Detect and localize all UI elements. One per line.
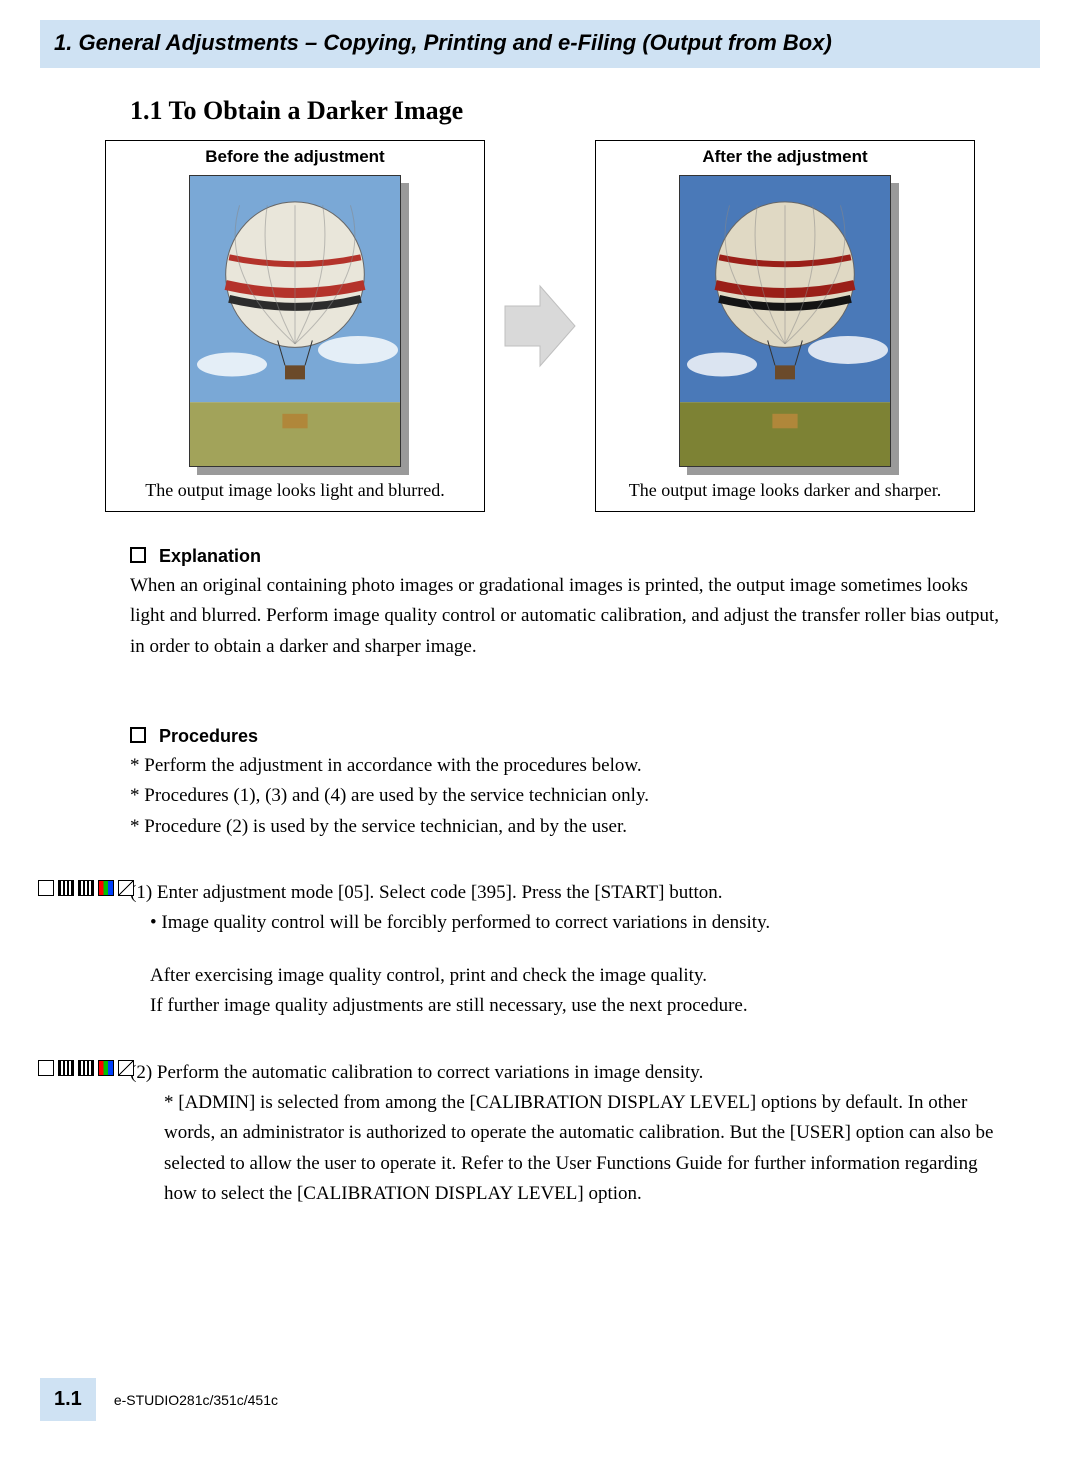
stripes-color-icon: [98, 1060, 114, 1076]
before-after-comparison: Before the adjustment The output image l…: [0, 140, 1080, 512]
after-panel: After the adjustment The output image lo…: [595, 140, 975, 512]
procedure-step-text: (2) Perform the automatic calibration to…: [130, 1058, 1000, 1210]
arrow-wrap: [495, 271, 585, 381]
procedure-note: * Perform the adjustment in accordance w…: [130, 751, 1000, 781]
arrow-icon: [500, 271, 580, 381]
explanation-heading-text: Explanation: [159, 546, 261, 566]
page-footer: 1.1 e-STUDIO281c/351c/451c: [40, 1378, 278, 1421]
procedures-notes: * Perform the adjustment in accordance w…: [130, 751, 1000, 842]
procedures-block: Procedures * Perform the adjustment in a…: [130, 722, 1000, 842]
before-image-wrap: [189, 175, 401, 467]
explanation-heading: Explanation: [130, 542, 1000, 571]
footer-section-badge: 1.1: [40, 1378, 96, 1421]
procedure-steps: (1) Enter adjustment mode [05]. Select c…: [0, 878, 1080, 1210]
procedures-heading-text: Procedures: [159, 726, 258, 746]
procedure-step-bullet: • Image quality control will be forcibly…: [150, 908, 1000, 938]
procedure-note: * Procedure (2) is used by the service t…: [130, 812, 1000, 842]
after-image: [679, 175, 891, 467]
before-panel: Before the adjustment The output image l…: [105, 140, 485, 512]
procedure-step-after: If further image quality adjustments are…: [150, 991, 1000, 1021]
stripes-bw-icon: [78, 880, 94, 896]
procedure-step-icons: [38, 1060, 134, 1076]
procedures-heading: Procedures: [130, 722, 1000, 751]
bullet-square-icon: [130, 547, 146, 563]
explanation-text: When an original containing photo images…: [130, 571, 1000, 662]
diagonal-icon: [118, 1060, 134, 1076]
procedure-step-line: (2) Perform the automatic calibration to…: [130, 1058, 1000, 1088]
after-panel-title: After the adjustment: [606, 147, 964, 167]
before-panel-title: Before the adjustment: [116, 147, 474, 167]
after-image-wrap: [679, 175, 891, 467]
procedure-step-text: (1) Enter adjustment mode [05]. Select c…: [130, 878, 1000, 1022]
chapter-header: 1. General Adjustments – Copying, Printi…: [40, 20, 1040, 68]
after-caption: The output image looks darker and sharpe…: [606, 480, 964, 501]
stripes-bw-icon: [58, 880, 74, 896]
explanation-block: Explanation When an original containing …: [130, 542, 1000, 662]
before-image: [189, 175, 401, 467]
procedure-step-line: (1) Enter adjustment mode [05]. Select c…: [130, 878, 1000, 908]
square-outline-icon: [38, 1060, 54, 1076]
stripes-bw-icon: [58, 1060, 74, 1076]
procedure-step-after: After exercising image quality control, …: [150, 961, 1000, 991]
procedure-step-icons: [38, 880, 134, 896]
diagonal-icon: [118, 880, 134, 896]
stripes-color-icon: [98, 880, 114, 896]
bullet-square-icon: [130, 727, 146, 743]
document-page: 1. General Adjustments – Copying, Printi…: [0, 20, 1080, 1461]
footer-model-text: e-STUDIO281c/351c/451c: [114, 1392, 278, 1408]
procedure-note: * Procedures (1), (3) and (4) are used b…: [130, 781, 1000, 811]
procedure-step-after: * [ADMIN] is selected from among the [CA…: [164, 1088, 1000, 1210]
procedure-step: (2) Perform the automatic calibration to…: [0, 1058, 1000, 1210]
procedure-step: (1) Enter adjustment mode [05]. Select c…: [0, 878, 1000, 1022]
before-caption: The output image looks light and blurred…: [116, 480, 474, 501]
square-outline-icon: [38, 880, 54, 896]
section-title: 1.1 To Obtain a Darker Image: [130, 96, 1080, 126]
stripes-bw-icon: [78, 1060, 94, 1076]
